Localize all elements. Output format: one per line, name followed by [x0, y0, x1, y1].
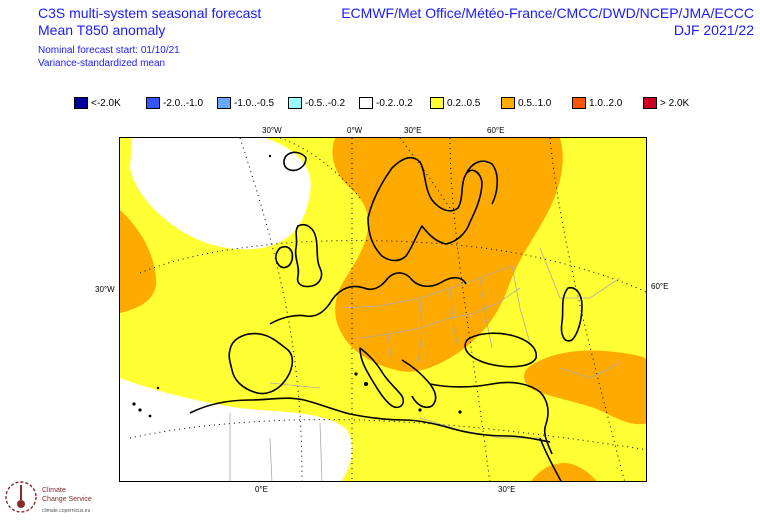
coast-black-sea [464, 332, 538, 368]
legend-swatch-4 [359, 97, 373, 109]
logo-line-2: Change Service [42, 496, 92, 503]
legend-item: <-2.0K [74, 96, 146, 110]
legend-item: 0.5..1.0 [501, 96, 572, 110]
legend-swatch-2 [217, 97, 231, 109]
anomaly-field-0-5-1-0-west [120, 210, 157, 313]
lon-label-right-60e: 60°E [651, 282, 669, 291]
legend-swatch-1 [146, 97, 160, 109]
legend-swatch-6 [501, 97, 515, 109]
climate-logo [4, 478, 38, 521]
lon-label-top-30w: 30°W [262, 126, 282, 135]
subtitle-block: Nominal forecast start: 01/10/21 Varianc… [38, 44, 180, 70]
logo-line-1: Climate [42, 487, 66, 494]
legend-item: -2.0..-1.0 [146, 96, 217, 110]
climate-logo-icon [5, 481, 37, 513]
graticule [129, 138, 646, 481]
legend-swatch-5 [430, 97, 444, 109]
lon-label-bottom-30e: 30°E [498, 485, 516, 494]
legend-swatch-3 [288, 97, 302, 109]
legend-item: 1.0..2.0 [572, 96, 643, 110]
lon-label-bottom-0e: 0°E [255, 485, 268, 494]
variance-note: Variance-standardized mean [38, 58, 166, 69]
legend-item: -1.0..-0.5 [217, 96, 288, 110]
coastlines [189, 151, 583, 481]
coast-iberia [228, 332, 294, 395]
season-line: DJF 2021/22 [673, 22, 754, 38]
legend: <-2.0K -2.0..-1.0 -1.0..-0.5 -0.5..-0.2 … [74, 96, 693, 110]
legend-swatch-7 [572, 97, 586, 109]
coast-caspian-sea [560, 286, 583, 342]
legend-item: 0.2..0.5 [430, 96, 501, 110]
anomaly-field-neutral-nw [130, 138, 311, 250]
lon-label-top-30e: 30°E [404, 126, 422, 135]
title-line-2: Mean T850 anomaly [38, 22, 166, 38]
legend-item: -0.2..0.2 [359, 96, 430, 110]
anomaly-field-neutral-sw [120, 378, 353, 481]
coast-iceland [283, 151, 307, 172]
title-line-1: C3S multi-system seasonal forecast [38, 5, 262, 21]
centres-line: ECMWF/Met Office/Météo-France/CMCC/DWD/N… [341, 5, 754, 21]
anomaly-field-0-5-1-0-east [524, 350, 646, 425]
title-right-block: ECMWF/Met Office/Météo-France/CMCC/DWD/N… [341, 5, 754, 39]
legend-item: -0.5..-0.2 [288, 96, 359, 110]
legend-swatch-0 [74, 97, 88, 109]
coast-italy [359, 347, 405, 409]
map-svg [120, 138, 646, 481]
lon-label-top-60e: 60°E [487, 126, 505, 135]
coast-scandinavia [367, 156, 483, 262]
anomaly-map [119, 137, 647, 482]
lon-label-left-30w: 30°W [95, 285, 115, 294]
anomaly-field-0-5-1-0-central [332, 138, 563, 372]
coast-great-britain [294, 223, 323, 288]
forecast-start: Nominal forecast start: 01/10/21 [38, 45, 180, 56]
islands [132, 154, 462, 418]
lon-label-top-0w: 0°W [347, 126, 363, 135]
legend-item: > 2.0K [643, 96, 693, 110]
anomaly-field-0-5-1-0-southeast [531, 463, 597, 481]
logo-text: Climate Change Service [42, 486, 92, 504]
legend-swatch-8 [643, 97, 657, 109]
title-block: C3S multi-system seasonal forecast Mean … [38, 5, 261, 39]
coast-ireland [275, 245, 294, 269]
logo-fine-print: climate.copernicus.eu [42, 508, 91, 514]
